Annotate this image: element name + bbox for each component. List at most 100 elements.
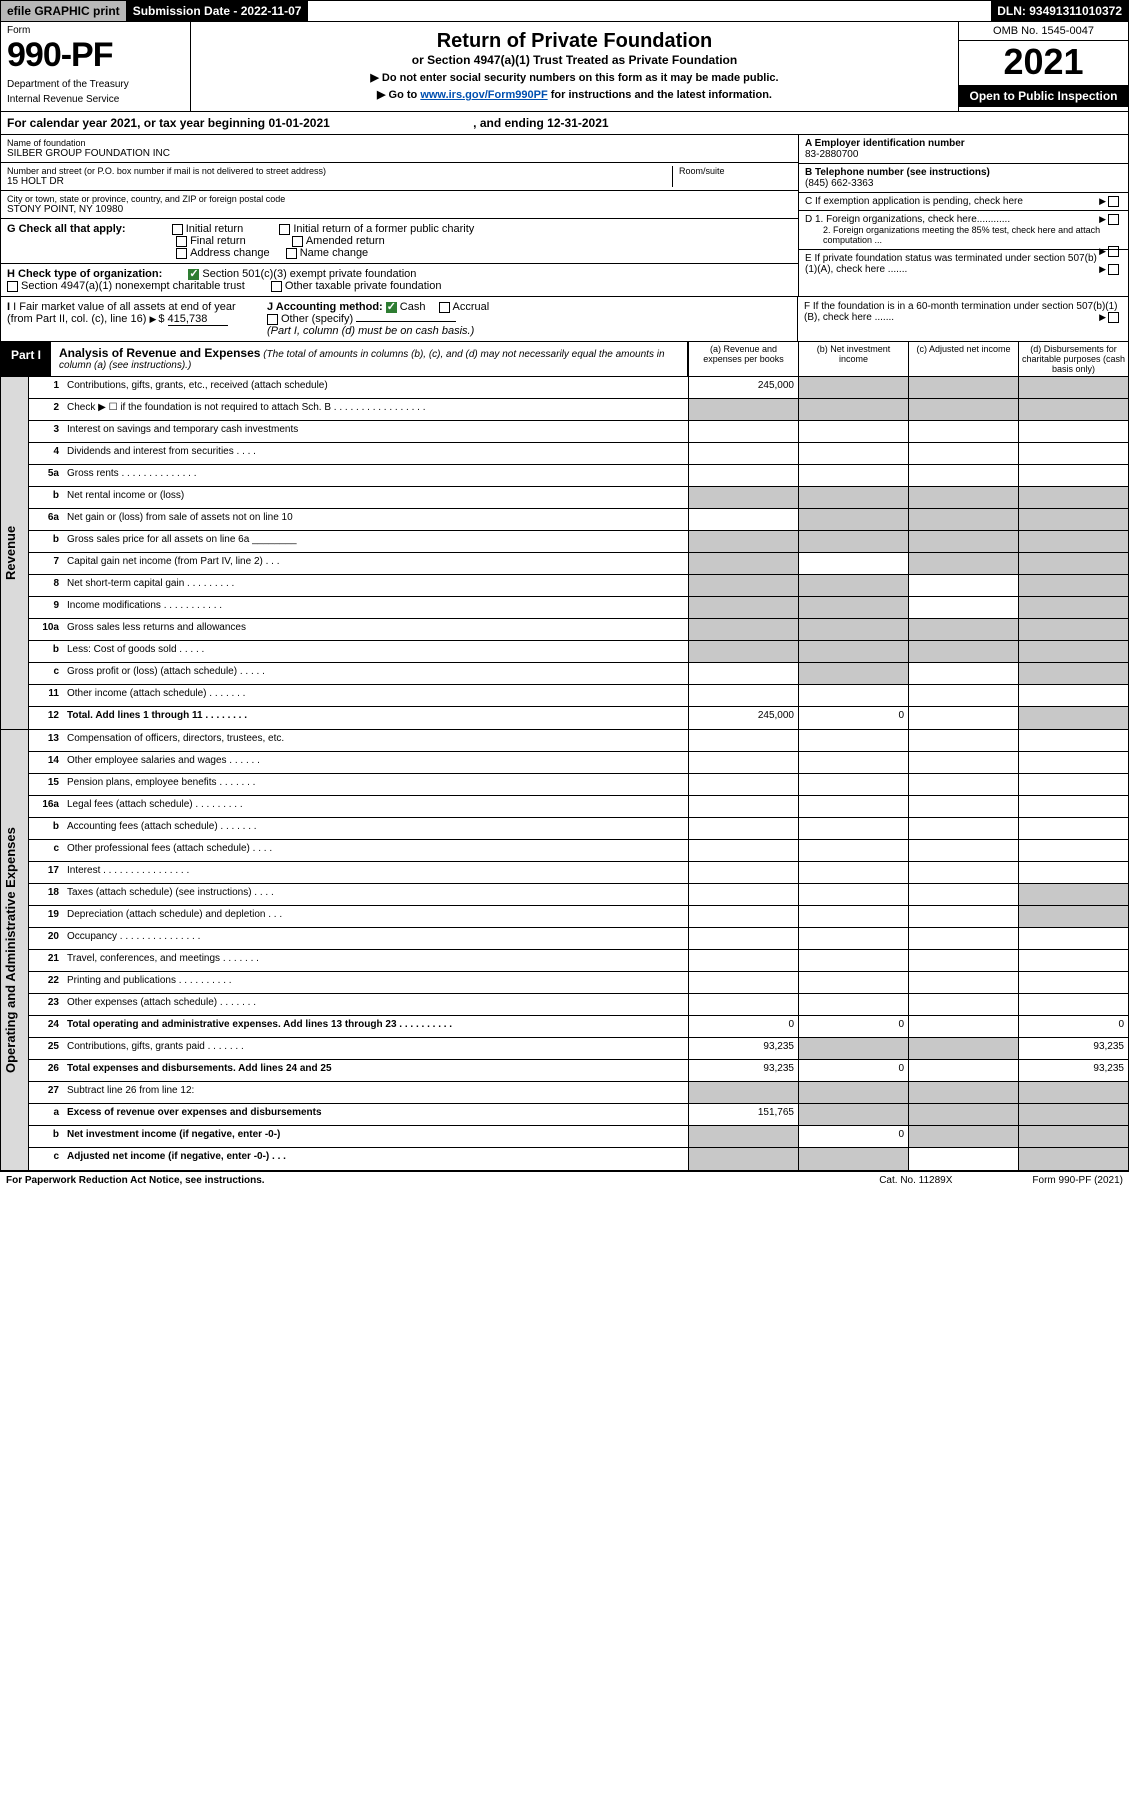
cell-d (1018, 906, 1128, 927)
line-row: bNet rental income or (loss) (29, 487, 1128, 509)
line-row: cGross profit or (loss) (attach schedule… (29, 663, 1128, 685)
name-change-checkbox[interactable] (286, 248, 297, 259)
501c3-checkbox[interactable] (188, 269, 199, 280)
cell-c (908, 619, 1018, 640)
cell-a (688, 928, 798, 949)
form-header: Form 990-PF Department of the Treasury I… (0, 22, 1129, 112)
other-taxable-checkbox[interactable] (271, 281, 282, 292)
initial-return-checkbox[interactable] (172, 224, 183, 235)
line-label: Pension plans, employee benefits . . . .… (65, 774, 688, 795)
line-row: 18Taxes (attach schedule) (see instructi… (29, 884, 1128, 906)
cell-b (798, 685, 908, 706)
cell-d (1018, 531, 1128, 552)
cell-c (908, 1038, 1018, 1059)
line-number: 5a (29, 465, 65, 486)
address-change-checkbox[interactable] (176, 248, 187, 259)
cell-d (1018, 707, 1128, 729)
cell-a (688, 950, 798, 971)
efile-print-button[interactable]: efile GRAPHIC print (1, 1, 127, 21)
line-number: b (29, 818, 65, 839)
cell-d (1018, 465, 1128, 486)
final-return-checkbox[interactable] (176, 236, 187, 247)
cell-c (908, 641, 1018, 662)
city-label: City or town, state or province, country… (7, 194, 792, 204)
line-number: 13 (29, 730, 65, 751)
line-number: 3 (29, 421, 65, 442)
cell-b (798, 619, 908, 640)
line-row: 23Other expenses (attach schedule) . . .… (29, 994, 1128, 1016)
ein-label: A Employer identification number (805, 138, 965, 149)
line-row: 16aLegal fees (attach schedule) . . . . … (29, 796, 1128, 818)
page-footer: For Paperwork Reduction Act Notice, see … (0, 1171, 1129, 1189)
other-method-checkbox[interactable] (267, 314, 278, 325)
cell-a (688, 972, 798, 993)
cell-a: 151,765 (688, 1104, 798, 1125)
cell-c (908, 575, 1018, 596)
cell-a: 245,000 (688, 707, 798, 729)
accrual-checkbox[interactable] (439, 302, 450, 313)
line-number: 19 (29, 906, 65, 927)
cell-a (688, 884, 798, 905)
cell-d (1018, 685, 1128, 706)
line-number: 15 (29, 774, 65, 795)
cell-d (1018, 730, 1128, 751)
cell-b (798, 487, 908, 508)
cell-a (688, 685, 798, 706)
phone: (845) 662-3363 (805, 178, 873, 189)
cell-d: 0 (1018, 1016, 1128, 1037)
line-label: Check ▶ ☐ if the foundation is not requi… (65, 399, 688, 420)
line-label: Net short-term capital gain . . . . . . … (65, 575, 688, 596)
cell-b (798, 796, 908, 817)
cell-c (908, 994, 1018, 1015)
cell-d (1018, 399, 1128, 420)
line-label: Net gain or (loss) from sale of assets n… (65, 509, 688, 530)
initial-return-former-checkbox[interactable] (279, 224, 290, 235)
line-row: 8Net short-term capital gain . . . . . .… (29, 575, 1128, 597)
foreign-85-checkbox[interactable] (1108, 246, 1119, 257)
line-label: Dividends and interest from securities .… (65, 443, 688, 464)
cell-b: 0 (798, 1126, 908, 1147)
cash-checkbox[interactable] (386, 302, 397, 313)
cell-b (798, 730, 908, 751)
exemption-pending-checkbox[interactable] (1108, 196, 1119, 207)
line-number: b (29, 487, 65, 508)
line-label: Income modifications . . . . . . . . . .… (65, 597, 688, 618)
line-row: 13Compensation of officers, directors, t… (29, 730, 1128, 752)
cell-c (908, 906, 1018, 927)
cell-a (688, 399, 798, 420)
cell-a (688, 774, 798, 795)
fmv-value: 415,738 (168, 313, 228, 326)
amended-return-checkbox[interactable] (292, 236, 303, 247)
cell-b (798, 377, 908, 398)
cell-a (688, 531, 798, 552)
line-label: Other income (attach schedule) . . . . .… (65, 685, 688, 706)
city-state-zip: STONY POINT, NY 10980 (7, 204, 792, 215)
line-label: Capital gain net income (from Part IV, l… (65, 553, 688, 574)
line-number: 22 (29, 972, 65, 993)
cell-d (1018, 796, 1128, 817)
cell-d (1018, 597, 1128, 618)
section-e: E If private foundation status was termi… (805, 253, 1097, 275)
line-row: 17Interest . . . . . . . . . . . . . . .… (29, 862, 1128, 884)
ein: 83-2880700 (805, 149, 858, 160)
irs-label: Internal Revenue Service (7, 94, 184, 105)
line-row: 2Check ▶ ☐ if the foundation is not requ… (29, 399, 1128, 421)
60-month-checkbox[interactable] (1108, 312, 1119, 323)
foreign-org-checkbox[interactable] (1108, 214, 1119, 225)
line-label: Contributions, gifts, grants paid . . . … (65, 1038, 688, 1059)
cell-b (798, 1148, 908, 1170)
line-row: 9Income modifications . . . . . . . . . … (29, 597, 1128, 619)
instructions-link[interactable]: www.irs.gov/Form990PF (420, 89, 547, 101)
line-number: 27 (29, 1082, 65, 1103)
line-row: 15Pension plans, employee benefits . . .… (29, 774, 1128, 796)
line-row: 25Contributions, gifts, grants paid . . … (29, 1038, 1128, 1060)
line-label: Interest on savings and temporary cash i… (65, 421, 688, 442)
cell-d (1018, 641, 1128, 662)
line-label: Contributions, gifts, grants, etc., rece… (65, 377, 688, 398)
line-label: Net rental income or (loss) (65, 487, 688, 508)
4947a1-checkbox[interactable] (7, 281, 18, 292)
cell-a (688, 752, 798, 773)
status-terminated-checkbox[interactable] (1108, 264, 1119, 275)
cell-d (1018, 1082, 1128, 1103)
section-c: C If exemption application is pending, c… (805, 196, 1023, 207)
